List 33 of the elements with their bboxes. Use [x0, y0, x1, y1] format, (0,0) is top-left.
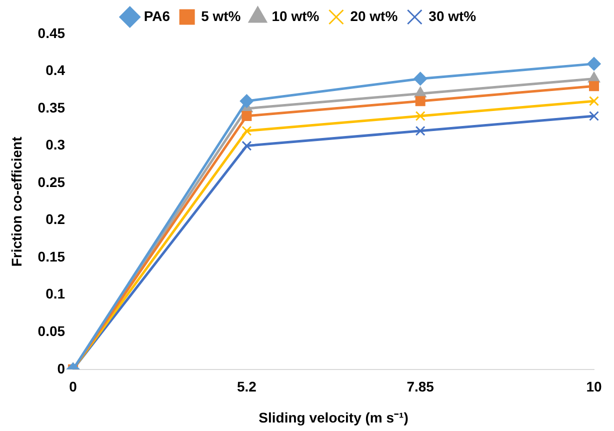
legend-label: 5 wt%: [201, 8, 242, 24]
point: [240, 94, 254, 108]
y-tick-label: 0.1: [46, 286, 66, 302]
y-tick-label: 0.3: [46, 136, 66, 153]
x-tick-label: 0: [69, 378, 78, 395]
y-tick-label: 0.2: [46, 211, 66, 228]
point: [242, 126, 252, 136]
point: [242, 140, 252, 151]
point: [587, 57, 601, 71]
point: [589, 110, 599, 121]
y-tick-label: 0.35: [38, 99, 66, 116]
y-tick-label: 0.25: [38, 174, 66, 190]
point: [415, 96, 426, 106]
x-axis-title: Sliding velocity (m s⁻¹): [258, 409, 408, 426]
y-tick-label: 0.4: [46, 62, 66, 78]
legend-label: 10 wt%: [272, 8, 320, 24]
x-tick-label: 7.85: [406, 378, 434, 395]
y-tick-label: 0.45: [38, 24, 66, 41]
legend-label: PA6: [144, 8, 170, 24]
point: [589, 81, 599, 92]
point: [242, 110, 252, 121]
legend-label: 30 wt%: [428, 8, 477, 24]
y-tick-label: 0.05: [38, 322, 66, 339]
point: [415, 126, 426, 136]
point: [589, 96, 599, 106]
point: [415, 110, 426, 121]
legend-label: 20 wt%: [350, 8, 398, 24]
point: [414, 72, 428, 86]
x-tick-label: 10: [586, 378, 602, 395]
y-axis-title: Friction co-efficient: [8, 136, 24, 267]
y-tick-label: 0.15: [38, 248, 66, 264]
y-tick-label: 0: [57, 360, 66, 376]
x-tick-label: 5.2: [236, 378, 257, 395]
